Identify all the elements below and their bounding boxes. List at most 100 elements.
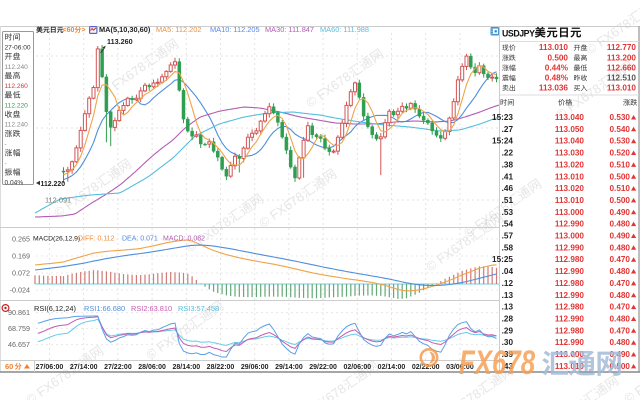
svg-text:0.04%: 0.04% [5, 180, 24, 187]
svg-text:RSI1:66.680: RSI1:66.680 [84, 304, 125, 313]
svg-text:112.990: 112.990 [555, 243, 585, 252]
svg-text:27/06:00: 27/06:00 [36, 364, 64, 371]
svg-text:.57: .57 [502, 232, 514, 241]
svg-text:0.480: 0.480 [610, 338, 631, 347]
svg-text:.39: .39 [502, 350, 514, 359]
svg-text:112.990: 112.990 [555, 267, 585, 276]
svg-text:112.220: 112.220 [41, 181, 66, 188]
svg-text:28/06:00: 28/06:00 [138, 364, 166, 371]
svg-text:MA60: 111.988: MA60: 111.988 [320, 25, 369, 34]
svg-text:-: - [5, 160, 7, 167]
svg-text:0.490: 0.490 [610, 232, 631, 241]
svg-text:.13: .13 [502, 303, 514, 312]
svg-text:113.020: 113.020 [555, 184, 585, 193]
svg-text:113.000: 113.000 [555, 350, 585, 359]
svg-text:0.510: 0.510 [610, 184, 631, 193]
svg-text:.27: .27 [502, 125, 514, 134]
svg-text:112.660: 112.660 [607, 63, 637, 72]
svg-text:112.980: 112.980 [555, 279, 585, 288]
svg-text:113.010: 113.010 [555, 172, 585, 181]
svg-text:29/06:00: 29/06:00 [241, 364, 269, 371]
svg-text:>: > [82, 27, 86, 34]
svg-text:68.759: 68.759 [8, 324, 30, 333]
svg-text:0.530: 0.530 [610, 137, 631, 146]
svg-text:.13: .13 [502, 291, 514, 300]
svg-text:0.470: 0.470 [610, 303, 631, 312]
svg-text:113.200: 113.200 [607, 53, 637, 62]
svg-text:0.530: 0.530 [610, 113, 631, 122]
svg-text:0.480: 0.480 [610, 314, 631, 323]
svg-text:0.169: 0.169 [12, 252, 30, 261]
svg-text:-: - [5, 141, 7, 148]
svg-text:0.265: 0.265 [12, 235, 30, 244]
svg-text:MA(5,10,30,60): MA(5,10,30,60) [99, 25, 151, 34]
svg-text:0.072: 0.072 [12, 269, 30, 278]
svg-text:29/14:00: 29/14:00 [275, 364, 303, 371]
svg-text:113.000: 113.000 [555, 208, 585, 217]
svg-text:112.980: 112.980 [555, 255, 585, 264]
svg-text:0.540: 0.540 [610, 125, 631, 134]
svg-text:0.480: 0.480 [610, 243, 631, 252]
svg-text:112.980: 112.980 [555, 326, 585, 335]
svg-text:0.500: 0.500 [610, 172, 631, 181]
svg-text:0.470: 0.470 [610, 279, 631, 288]
svg-text:113.010: 113.010 [555, 362, 585, 371]
svg-text:.54: .54 [502, 220, 514, 229]
svg-text:27-06:00: 27-06:00 [5, 44, 31, 51]
svg-text:113.010: 113.010 [539, 43, 569, 52]
svg-text:.53: .53 [502, 208, 514, 217]
svg-text:112.091: 112.091 [45, 195, 71, 204]
svg-text:113.050: 113.050 [555, 125, 585, 134]
svg-text:29/22:00: 29/22:00 [309, 364, 337, 371]
svg-text:15:24: 15:24 [492, 137, 513, 146]
svg-text:.30: .30 [502, 338, 514, 347]
svg-text:0.500: 0.500 [610, 196, 631, 205]
svg-text:113.010: 113.010 [607, 83, 637, 92]
svg-text:.51: .51 [502, 196, 514, 205]
svg-text:<60: <60 [63, 27, 75, 34]
svg-text:15:23: 15:23 [492, 113, 513, 122]
svg-text:113.030: 113.030 [555, 149, 585, 158]
svg-text:113.040: 113.040 [555, 113, 585, 122]
svg-text:113.260: 113.260 [107, 37, 133, 46]
svg-text:112.220: 112.220 [5, 102, 29, 109]
svg-text:28/22:00: 28/22:00 [207, 364, 235, 371]
svg-text:0.48%: 0.48% [545, 73, 569, 82]
svg-text:RSI(6,12,24): RSI(6,12,24) [34, 304, 76, 313]
svg-text:112.990: 112.990 [555, 291, 585, 300]
svg-text:MACD(26,12,9): MACD(26,12,9) [33, 236, 80, 243]
svg-text:112.990: 112.990 [555, 220, 585, 229]
svg-text:113.036: 113.036 [539, 83, 569, 92]
svg-text:.22: .22 [502, 149, 514, 158]
svg-text:0.470: 0.470 [610, 255, 631, 264]
svg-text:113.000: 113.000 [555, 232, 585, 241]
svg-text:.41: .41 [502, 172, 514, 181]
svg-text:0.510: 0.510 [610, 160, 631, 169]
svg-text:46.657: 46.657 [8, 340, 30, 349]
svg-text:RSI2:63.810: RSI2:63.810 [131, 304, 172, 313]
svg-text:.38: .38 [502, 160, 514, 169]
svg-text:.29: .29 [502, 326, 514, 335]
svg-text:112.770: 112.770 [607, 43, 637, 52]
svg-text:0.44%: 0.44% [545, 63, 569, 72]
svg-text:112.240: 112.240 [5, 64, 29, 71]
svg-text:MA30: 111.847: MA30: 111.847 [265, 25, 314, 34]
svg-text:112.240: 112.240 [5, 122, 29, 129]
svg-text:03/06:00: 03/06:00 [446, 364, 474, 371]
svg-text:.58: .58 [502, 243, 514, 252]
svg-text:DEA: 0.071: DEA: 0.071 [122, 236, 158, 243]
svg-text:RSI3:57.458: RSI3:57.458 [178, 304, 219, 313]
svg-text:60: 60 [5, 362, 13, 371]
svg-text:27/14:00: 27/14:00 [70, 364, 98, 371]
svg-text:112.990: 112.990 [555, 338, 585, 347]
svg-text:.28: .28 [502, 314, 514, 323]
svg-text:DIFF: 0.112: DIFF: 0.112 [78, 236, 115, 243]
svg-text:.46: .46 [502, 184, 514, 193]
svg-text:02/06:00: 02/06:00 [343, 364, 371, 371]
svg-text:0.480: 0.480 [610, 220, 631, 229]
svg-text:113.010: 113.010 [555, 196, 585, 205]
svg-text:USDJPY: USDJPY [502, 29, 535, 39]
svg-text:28/14:00: 28/14:00 [172, 364, 200, 371]
svg-text:112.260: 112.260 [5, 83, 29, 90]
svg-text:.04: .04 [502, 267, 514, 276]
